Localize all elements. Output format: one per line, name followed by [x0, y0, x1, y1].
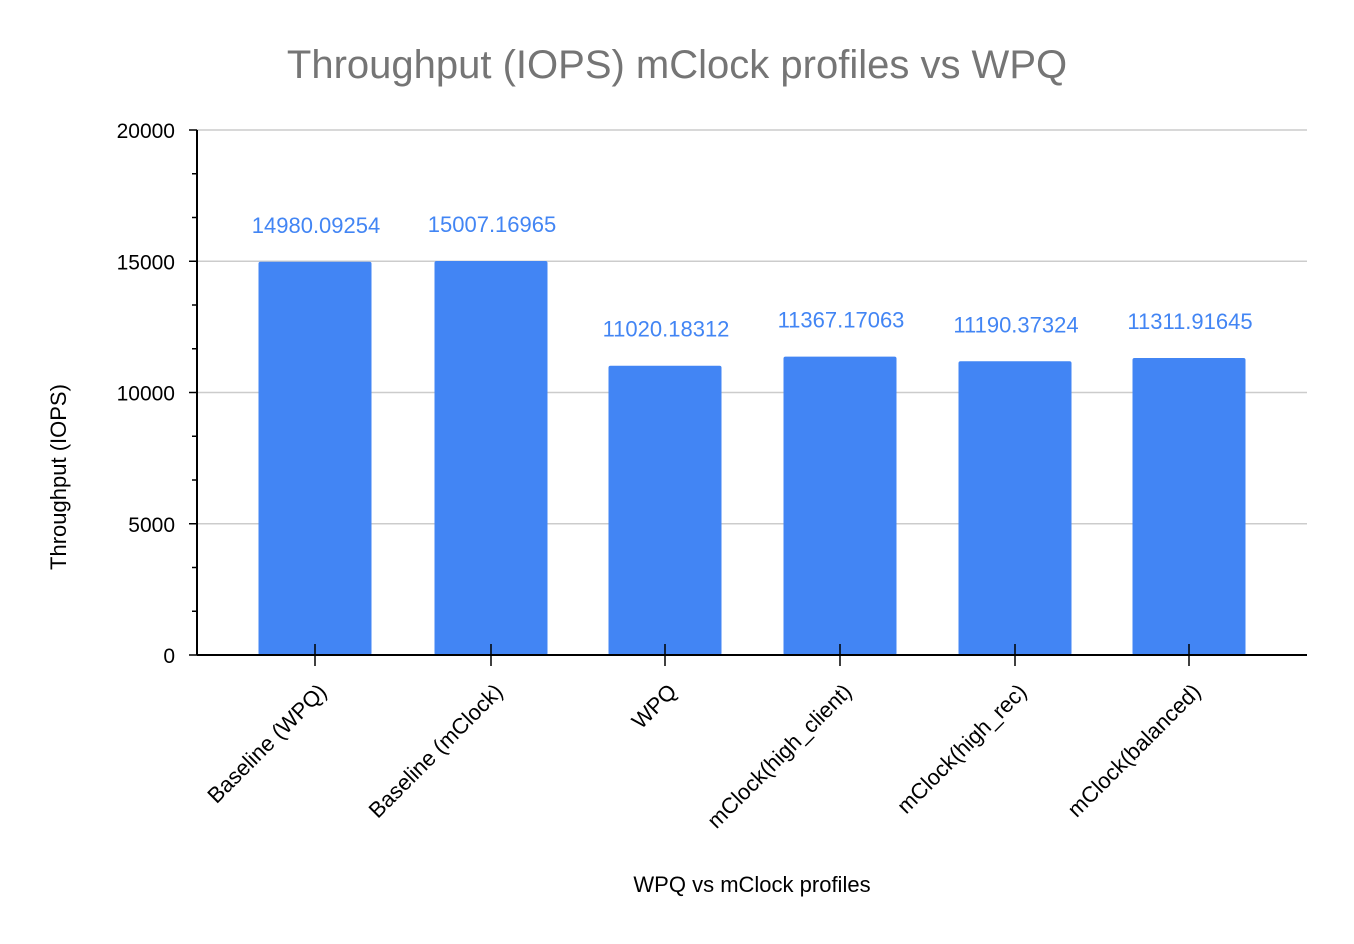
x-tick-label: Baseline (WPQ) — [202, 679, 331, 808]
gridlines — [197, 129, 1307, 525]
data-labels: 14980.09254 15007.16965 11020.18312 11367.1… — [252, 212, 1253, 342]
bar-data-label: 11367.17063 — [778, 308, 905, 333]
bar — [258, 261, 372, 655]
x-tick-label: Baseline (mClock) — [364, 679, 508, 823]
y-tick-label: 0 — [163, 645, 175, 668]
bars — [258, 261, 1246, 655]
x-tick-label: mClock(high_rec) — [892, 679, 1032, 819]
bar-data-label: 11020.18312 — [603, 317, 730, 342]
bar-data-label: 11311.91645 — [1127, 309, 1252, 334]
y-tick-label: 15000 — [117, 251, 175, 274]
x-tick-label: WPQ — [627, 679, 682, 734]
y-tick-label: 20000 — [117, 120, 175, 143]
bar-data-label: 14980.09254 — [252, 213, 380, 238]
bar — [1132, 358, 1246, 655]
x-axis-title: WPQ vs mClock profiles — [633, 872, 870, 897]
y-axis-title: Throughput (IOPS) — [46, 384, 71, 570]
chart-title: Throughput (IOPS) mClock profiles vs WPQ — [287, 43, 1067, 87]
x-tick-label: mClock(high_client) — [702, 679, 856, 833]
bar — [958, 361, 1072, 655]
bar-data-label: 15007.16965 — [428, 212, 556, 237]
bar — [434, 261, 548, 655]
x-tick-label: mClock(balanced) — [1062, 679, 1205, 822]
bar-data-label: 11190.37324 — [953, 312, 1078, 337]
bar — [608, 365, 722, 655]
y-tick-label: 5000 — [128, 514, 175, 537]
bar — [783, 356, 897, 655]
y-tick-label: 10000 — [117, 383, 175, 406]
